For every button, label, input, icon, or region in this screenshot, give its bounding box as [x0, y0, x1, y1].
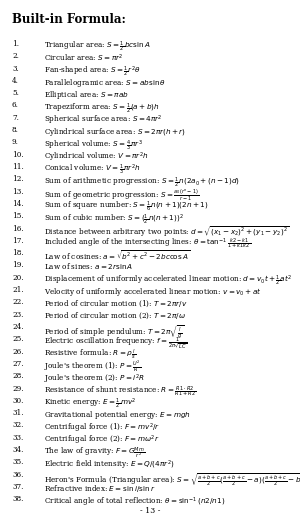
Text: Refractive index: $E=\sin i/\sin r$: Refractive index: $E=\sin i/\sin r$	[44, 483, 155, 494]
Text: 15.: 15.	[12, 212, 24, 220]
Text: Spherical volume: $S=\frac{4}{3}\pi r^3$: Spherical volume: $S=\frac{4}{3}\pi r^3$	[44, 139, 142, 153]
Text: 17.: 17.	[12, 237, 24, 245]
Text: 36.: 36.	[12, 471, 23, 479]
Text: Fan-shaped area: $S=\frac{1}{2}r^2\theta$: Fan-shaped area: $S=\frac{1}{2}r^2\theta…	[44, 64, 140, 79]
Text: 31.: 31.	[12, 409, 23, 417]
Text: - 13 -: - 13 -	[140, 507, 160, 515]
Text: Period of simple pendulum: $T=2\pi\sqrt{\frac{l}{g}}$: Period of simple pendulum: $T=2\pi\sqrt{…	[44, 323, 184, 340]
Text: 20.: 20.	[12, 274, 23, 282]
Text: 5.: 5.	[12, 89, 19, 97]
Text: 26.: 26.	[12, 348, 23, 356]
Text: 12.: 12.	[12, 175, 24, 183]
Text: The law of gravity: $F=G\frac{Mm}{r^2}$: The law of gravity: $F=G\frac{Mm}{r^2}$	[44, 446, 145, 461]
Text: Included angle of the intersecting lines: $\theta=\tan^{-1}\frac{k2-k1}{1+k1k2}$: Included angle of the intersecting lines…	[44, 237, 250, 251]
Text: Circular area: $S=\pi r^2$: Circular area: $S=\pi r^2$	[44, 52, 123, 63]
Text: Centrifugal force (1): $F=mv^2/r$: Centrifugal force (1): $F=mv^2/r$	[44, 421, 160, 435]
Text: 6.: 6.	[12, 102, 19, 110]
Text: Law of sines: $a=2r\sin A$: Law of sines: $a=2r\sin A$	[44, 262, 133, 271]
Text: Period of circular motion (1): $T=2\pi r/v$: Period of circular motion (1): $T=2\pi r…	[44, 298, 187, 309]
Text: 35.: 35.	[12, 458, 23, 467]
Text: 14.: 14.	[12, 200, 24, 208]
Text: 18.: 18.	[12, 249, 24, 257]
Text: Parallelogramic area: $S=ab\sin\theta$: Parallelogramic area: $S=ab\sin\theta$	[44, 77, 166, 89]
Text: Triangular area: $S=\frac{1}{2}bc\sin A$: Triangular area: $S=\frac{1}{2}bc\sin A$	[44, 40, 150, 54]
Text: Joule's theorem (2): $P=i^2R$: Joule's theorem (2): $P=i^2R$	[44, 372, 145, 386]
Text: Electric field intensity: $E=Q/(4\pi r^2)$: Electric field intensity: $E=Q/(4\pi r^2…	[44, 458, 174, 472]
Text: Resistive formula: $R=\rho\frac{l}{s}$: Resistive formula: $R=\rho\frac{l}{s}$	[44, 348, 136, 361]
Text: 13.: 13.	[12, 188, 23, 196]
Text: Centrifugal force (2): $F=m\omega^2 r$: Centrifugal force (2): $F=m\omega^2 r$	[44, 434, 159, 447]
Text: Velocity of uniformly accelerated linear motion: $v=v_0+at$: Velocity of uniformly accelerated linear…	[44, 286, 261, 298]
Text: 37.: 37.	[12, 483, 23, 491]
Text: Electric oscillation frequency: $f=\frac{1}{2\pi\sqrt{LC}}$: Electric oscillation frequency: $f=\frac…	[44, 335, 187, 351]
Text: 19.: 19.	[12, 262, 24, 269]
Text: Conical volume: $V=\frac{1}{3}\pi r^2 h$: Conical volume: $V=\frac{1}{3}\pi r^2 h$	[44, 163, 140, 177]
Text: 4.: 4.	[12, 77, 19, 85]
Text: Gravitational potential energy: $E=mgh$: Gravitational potential energy: $E=mgh$	[44, 409, 190, 421]
Text: Sum of square number: $S=\frac{1}{6}n(n+1)(2n+1)$: Sum of square number: $S=\frac{1}{6}n(n+…	[44, 200, 208, 214]
Text: Law of cosines: $a=\sqrt{b^2+c^2-2bc\cos A}$: Law of cosines: $a=\sqrt{b^2+c^2-2bc\cos…	[44, 249, 190, 263]
Text: Cylindrical volume: $V=\pi r^2 h$: Cylindrical volume: $V=\pi r^2 h$	[44, 151, 148, 164]
Text: 28.: 28.	[12, 372, 23, 380]
Text: Joule's theorem (1): $P=\frac{U^2}{R}$: Joule's theorem (1): $P=\frac{U^2}{R}$	[44, 360, 141, 375]
Text: Critical angle of total reflection: $\theta=\sin^{-1}(n2/n1)$: Critical angle of total reflection: $\th…	[44, 495, 225, 509]
Text: 9.: 9.	[12, 139, 19, 146]
Text: Cylindrical surface area: $S=2\pi r(h+r)$: Cylindrical surface area: $S=2\pi r(h+r)…	[44, 126, 185, 138]
Text: 8.: 8.	[12, 126, 19, 134]
Text: Distance between arbitrary two points: $d=\sqrt{(x_1-x_2)^2+(y_1-y_2)^2}$: Distance between arbitrary two points: $…	[44, 225, 289, 239]
Text: 2.: 2.	[12, 52, 19, 60]
Text: 7.: 7.	[12, 114, 19, 122]
Text: Kinetic energy: $E=\frac{1}{2}mv^2$: Kinetic energy: $E=\frac{1}{2}mv^2$	[44, 397, 136, 411]
Text: 25.: 25.	[12, 335, 23, 343]
Text: 30.: 30.	[12, 397, 23, 405]
Text: 21.: 21.	[12, 286, 24, 294]
Text: 22.: 22.	[12, 298, 23, 306]
Text: 16.: 16.	[12, 225, 24, 233]
Text: 38.: 38.	[12, 495, 23, 503]
Text: 10.: 10.	[12, 151, 24, 159]
Text: Sum of geometric progression: $S=\frac{a_0(r^n-1)}{r-1}$: Sum of geometric progression: $S=\frac{a…	[44, 188, 199, 203]
Text: Spherical surface area: $S=4\pi r^2$: Spherical surface area: $S=4\pi r^2$	[44, 114, 162, 127]
Text: 23.: 23.	[12, 311, 23, 319]
Text: 29.: 29.	[12, 385, 23, 392]
Text: 1.: 1.	[12, 40, 19, 48]
Text: 32.: 32.	[12, 421, 23, 429]
Text: 33.: 33.	[12, 434, 23, 442]
Text: 24.: 24.	[12, 323, 23, 331]
Text: Trapeziform area: $S=\frac{1}{2}(a+b)h$: Trapeziform area: $S=\frac{1}{2}(a+b)h$	[44, 102, 159, 116]
Text: Resistance of shunt resistance: $R=\frac{R1\cdot R2}{R1+R2}$: Resistance of shunt resistance: $R=\frac…	[44, 385, 196, 399]
Text: 34.: 34.	[12, 446, 23, 454]
Text: Built-in Formula:: Built-in Formula:	[12, 13, 126, 26]
Text: 27.: 27.	[12, 360, 23, 368]
Text: Displacement of uniformly accelerated linear motion: $d=v_0t+\frac{1}{2}at^2$: Displacement of uniformly accelerated li…	[44, 274, 292, 288]
Text: Heron's Formula (Triangular area): $S=\sqrt{\frac{a+b+c}{2}(\frac{a+b+c}{2}-a)(\: Heron's Formula (Triangular area): $S=\s…	[44, 471, 300, 488]
Text: Sum of arithmetic progression: $S=\frac{1}{2}n(2a_0+(n-1)d)$: Sum of arithmetic progression: $S=\frac{…	[44, 175, 239, 189]
Text: Elliptical area: $S=\pi ab$: Elliptical area: $S=\pi ab$	[44, 89, 128, 101]
Text: 3.: 3.	[12, 64, 19, 73]
Text: Period of circular motion (2): $T=2\pi/\omega$: Period of circular motion (2): $T=2\pi/\…	[44, 311, 185, 321]
Text: Sum of cubic number: $S=(\frac{1}{2}n(n+1))^2$: Sum of cubic number: $S=(\frac{1}{2}n(n+…	[44, 212, 183, 226]
Text: 11.: 11.	[12, 163, 24, 171]
